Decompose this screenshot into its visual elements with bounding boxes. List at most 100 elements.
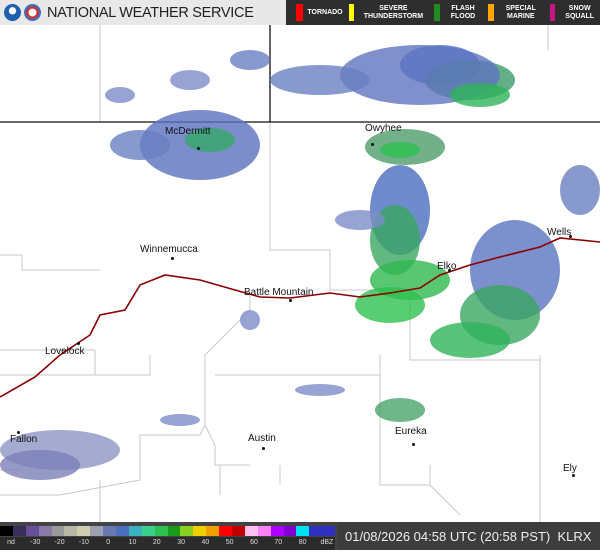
city-label: McDermitt xyxy=(165,126,211,137)
city-dot xyxy=(262,447,265,450)
colorbar-tick: 50 xyxy=(225,539,234,546)
city-label: Eureka xyxy=(395,426,427,437)
colorbar-segment xyxy=(296,526,310,536)
colorbar-segment xyxy=(116,526,129,536)
legend-label: TORNADO xyxy=(307,8,343,16)
colorbar-segment xyxy=(128,526,142,536)
colorbar-segment xyxy=(232,526,245,536)
colorbar-segment xyxy=(244,526,258,536)
colorbar-ticks: nd -30 -20 -10 0 10 20 30 40 50 60 70 80 dBZ xyxy=(0,537,335,550)
colorbar-segment xyxy=(38,526,52,536)
legend-label: SPECIAL MARINE xyxy=(505,4,536,20)
legend-item: FLASH FLOOD xyxy=(434,4,482,21)
colorbar-segment xyxy=(64,526,78,536)
colorbar-segment xyxy=(206,526,220,536)
legend-item: TORNADO xyxy=(296,4,343,21)
colorbar-segment xyxy=(12,526,26,536)
county-boundaries xyxy=(0,25,549,522)
colorbar-segment xyxy=(180,526,194,536)
radar-echo xyxy=(560,165,600,215)
colorbar-segment xyxy=(257,526,271,536)
colorbar-tick: 30 xyxy=(177,539,185,546)
reflectivity-colorbar xyxy=(0,526,336,536)
radar-echo xyxy=(430,322,510,358)
radar-echo xyxy=(230,50,270,70)
legend-swatch xyxy=(349,4,355,21)
city-dot xyxy=(171,257,174,260)
radar-echo xyxy=(160,414,200,426)
colorbar-segment xyxy=(167,526,181,536)
colorbar-segment xyxy=(51,526,65,536)
colorbar-tick: 80 xyxy=(298,539,307,546)
colorbar-segment xyxy=(322,526,336,536)
radar-echo xyxy=(170,70,210,90)
radar-echo xyxy=(0,450,80,480)
noaa-logo xyxy=(4,4,21,21)
city-dot xyxy=(412,443,415,446)
radar-echo xyxy=(335,210,385,230)
radar-echoes xyxy=(0,45,600,480)
colorbar-tick: 10 xyxy=(128,539,137,546)
colorbar-segment xyxy=(219,526,233,536)
colorbar-tick: -20 xyxy=(54,539,65,546)
radar-echo xyxy=(450,83,510,107)
legend-swatch xyxy=(488,4,494,21)
radar-id: KLRX xyxy=(557,529,592,544)
colorbar-tick: nd xyxy=(7,539,15,546)
city-label: Winnemucca xyxy=(140,244,198,255)
city-label: Elko xyxy=(437,261,457,272)
city-dot xyxy=(197,147,200,150)
colorbar-segment xyxy=(270,526,284,536)
radar-echo xyxy=(295,384,345,396)
legend-item: SNOW SQUALL xyxy=(549,4,600,21)
radar-map[interactable] xyxy=(0,25,600,522)
legend-label: FLASH FLOOD xyxy=(450,4,476,20)
radar-echo xyxy=(270,65,370,95)
colorbar-segment xyxy=(141,526,155,536)
city-label: Wells xyxy=(547,227,572,238)
colorbar-tick: 0 xyxy=(106,539,111,546)
radar-echo xyxy=(380,142,420,158)
interstate-80 xyxy=(0,237,600,398)
colorbar-tick: -30 xyxy=(30,539,41,546)
colorbar-segment xyxy=(309,526,323,536)
colorbar-segment xyxy=(283,526,297,536)
city-label: Owyhee xyxy=(365,123,402,134)
site-title: NATIONAL WEATHER SERVICE xyxy=(47,4,254,21)
city-dot xyxy=(17,431,20,434)
header: NATIONAL WEATHER SERVICE TORNADO SEVERE T… xyxy=(0,0,600,25)
legend-swatch xyxy=(434,4,440,21)
legend-item: SPECIAL MARINE xyxy=(488,4,544,21)
brand: NATIONAL WEATHER SERVICE xyxy=(0,0,286,25)
legend-item: SEVERE THUNDERSTORM xyxy=(349,4,428,21)
colorbar-segment xyxy=(103,526,117,536)
colorbar-tick: 60 xyxy=(250,539,258,546)
colorbar-segment xyxy=(193,526,207,536)
city-label: Lovelock xyxy=(45,346,85,357)
colorbar-tick: 40 xyxy=(201,539,210,546)
city-label: Austin xyxy=(248,433,276,444)
colorbar-segment xyxy=(90,526,104,536)
city-dot xyxy=(572,474,575,477)
warning-legend: TORNADO SEVERE THUNDERSTORM FLASH FLOOD SPE… xyxy=(286,0,600,25)
city-dot xyxy=(371,143,374,146)
radar-echo xyxy=(110,130,170,160)
colorbar-segment xyxy=(77,526,91,536)
state-boundary xyxy=(0,25,600,123)
city-label: Ely xyxy=(563,463,577,474)
city-label: Fallon xyxy=(10,434,38,445)
radar-echo xyxy=(185,128,235,152)
colorbar-segment xyxy=(25,526,39,536)
legend-label: SEVERE THUNDERSTORM xyxy=(363,4,424,20)
city-label: Battle Mountain xyxy=(244,287,314,298)
radar-echo xyxy=(105,87,135,103)
timestamp: 01/08/2026 04:58 UTC (20:58 PST) xyxy=(345,529,551,544)
legend-swatch xyxy=(296,4,303,21)
radar-echo xyxy=(375,398,425,422)
colorbar-tick: -10 xyxy=(78,539,89,546)
radar-echo xyxy=(240,310,260,330)
city-dot xyxy=(448,269,451,272)
city-dot xyxy=(569,235,572,238)
colorbar-tick: 70 xyxy=(274,539,283,546)
colorbar-segment xyxy=(154,526,168,536)
